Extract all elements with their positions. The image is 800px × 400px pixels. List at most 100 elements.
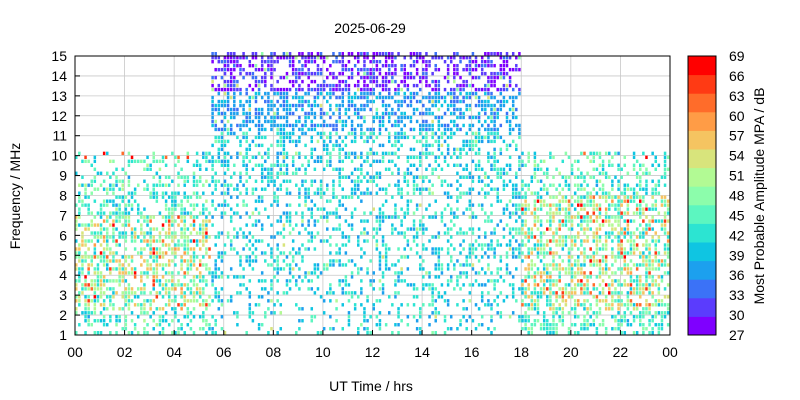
heatmap-cell (270, 175, 273, 179)
heatmap-cell (459, 227, 462, 231)
heatmap-cell (561, 159, 565, 164)
heatmap-cell (443, 179, 447, 183)
heatmap-cell (180, 323, 183, 327)
heatmap-cell (236, 59, 239, 64)
heatmap-cell (353, 56, 357, 60)
heatmap-cell (298, 115, 301, 120)
heatmap-cell (577, 283, 580, 287)
heatmap-cell (146, 243, 149, 247)
heatmap-cell (109, 303, 112, 307)
heatmap-cell (372, 56, 375, 60)
heatmap-cell (617, 223, 620, 227)
heatmap-cell (75, 331, 78, 335)
heatmap-cell (87, 263, 90, 267)
heatmap-cell (518, 251, 521, 255)
heatmap-cell (443, 99, 447, 104)
heatmap-cell (363, 63, 366, 68)
heatmap-cell (341, 187, 345, 191)
heatmap-cell (99, 215, 103, 219)
heatmap-cell (84, 275, 87, 279)
heatmap-cell (645, 263, 648, 267)
heatmap-cell (124, 211, 128, 215)
heatmap-cell (648, 251, 651, 255)
heatmap-cell (511, 295, 515, 299)
heatmap-cell (490, 119, 493, 124)
heatmap-cell (530, 259, 534, 263)
heatmap-cell (657, 291, 661, 295)
heatmap-cell (257, 107, 261, 112)
heatmap-cell (527, 319, 530, 323)
heatmap-cell (642, 291, 645, 295)
heatmap-cell (118, 195, 121, 199)
heatmap-cell (161, 319, 165, 323)
heatmap-cell (493, 83, 496, 88)
heatmap-cell (648, 227, 651, 231)
heatmap-cell (546, 175, 549, 179)
heatmap-cell (586, 311, 589, 315)
heatmap-cell (267, 291, 270, 295)
heatmap-cell (282, 135, 286, 140)
heatmap-cell (363, 139, 366, 144)
heatmap-cell (623, 199, 627, 203)
heatmap-cell (152, 319, 155, 323)
heatmap-cell (192, 179, 196, 183)
heatmap-cell (425, 59, 428, 64)
heatmap-cell (285, 167, 289, 171)
heatmap-cell (136, 287, 140, 291)
heatmap-cell (81, 231, 84, 235)
heatmap-cell (381, 283, 385, 287)
heatmap-cell (121, 291, 124, 295)
heatmap-cell (223, 179, 227, 183)
heatmap-cell (555, 263, 558, 267)
heatmap-cell (174, 283, 177, 287)
heatmap-cell (214, 323, 217, 327)
heatmap-cell (490, 239, 493, 243)
heatmap-cell (180, 291, 183, 295)
heatmap-cell (208, 159, 211, 164)
heatmap-cell (412, 315, 416, 319)
heatmap-cell (400, 119, 403, 124)
heatmap-cell (220, 231, 224, 235)
heatmap-cell (81, 243, 84, 247)
heatmap-cell (515, 95, 518, 100)
heatmap-cell (78, 303, 81, 307)
heatmap-cell (595, 179, 599, 183)
heatmap-cell (462, 211, 465, 215)
heatmap-cell (443, 331, 447, 335)
heatmap-cell (397, 247, 400, 251)
heatmap-cell (477, 119, 481, 124)
heatmap-cell (267, 63, 270, 68)
heatmap-cell (112, 235, 115, 239)
heatmap-cell (372, 75, 375, 80)
heatmap-cell (282, 227, 286, 231)
heatmap-cell (453, 71, 456, 76)
heatmap-cell (332, 195, 335, 199)
heatmap-cell (229, 299, 233, 303)
heatmap-cell (462, 79, 465, 84)
heatmap-cell (453, 56, 456, 60)
heatmap-cell (415, 83, 419, 88)
heatmap-cell (350, 159, 354, 164)
heatmap-cell (462, 143, 465, 148)
heatmap-cell (310, 135, 314, 140)
heatmap-cell (326, 91, 329, 96)
heatmap-cell (378, 143, 382, 148)
heatmap-cell (304, 275, 307, 279)
heatmap-cell (130, 259, 134, 263)
heatmap-cell (223, 203, 227, 207)
heatmap-cell (648, 267, 651, 271)
heatmap-cell (496, 187, 499, 191)
heatmap-cell (468, 59, 472, 64)
heatmap-cell (363, 107, 366, 112)
heatmap-cell (155, 239, 159, 243)
heatmap-cell (620, 167, 623, 171)
heatmap-cell (155, 291, 159, 295)
heatmap-cell (186, 211, 190, 215)
heatmap-cell (484, 107, 487, 112)
heatmap-cell (254, 239, 258, 243)
heatmap-cell (462, 139, 465, 144)
heatmap-cell (360, 67, 363, 72)
heatmap-cell (437, 143, 441, 148)
heatmap-cell (226, 203, 230, 207)
heatmap-cell (449, 95, 453, 100)
